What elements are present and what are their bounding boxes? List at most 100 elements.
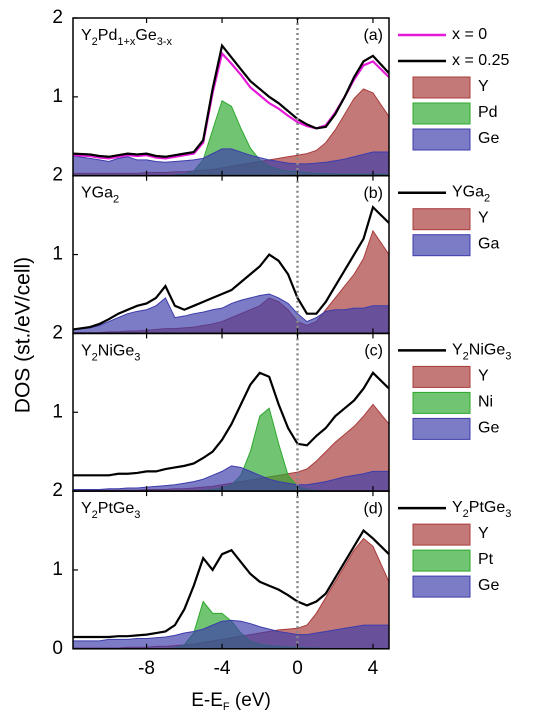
x-axis-label-part: E-E	[191, 690, 223, 711]
y-axis-label: DOS (st./eV/cell)	[12, 257, 35, 413]
legend-label: Y	[478, 210, 489, 227]
legend-swatch	[412, 365, 471, 388]
compound-label-part: 2	[113, 194, 119, 206]
y-tick-label: 2	[52, 165, 63, 186]
legend-label-part: Y	[478, 368, 489, 385]
area	[73, 148, 389, 176]
legend-label-part: 2	[463, 350, 469, 362]
y-tick-label: 2	[52, 322, 63, 343]
legend-label: Ni	[478, 394, 493, 411]
legend-label: Ge	[478, 130, 499, 147]
x-axis-label: E-EF (eV)	[191, 690, 271, 713]
legend-swatch	[412, 128, 471, 151]
legend-label: Ge	[478, 420, 499, 437]
legend-label-part: 3	[505, 350, 511, 362]
legend-label-part: Pt	[478, 551, 494, 568]
compound-label-part: 3	[134, 351, 140, 363]
legend-label-part: x = 0.25	[452, 52, 509, 69]
compound-label-part: 2	[92, 351, 98, 363]
plot-area	[73, 528, 389, 649]
line	[73, 371, 389, 477]
legend-label-part: Ge	[478, 130, 499, 147]
y-tick-label: 2	[52, 7, 63, 28]
panel-tag: (a)	[363, 27, 383, 44]
legend-swatch	[412, 208, 471, 231]
compound-label-part: 3-x	[157, 36, 173, 48]
legend-label: Y	[478, 78, 489, 95]
legend-swatch	[412, 76, 471, 99]
compound-label-part: YGa	[81, 185, 113, 202]
legend-label: Pt	[478, 551, 494, 568]
legend-swatch	[412, 549, 471, 572]
compound-label-part: 3	[134, 509, 140, 521]
y-tick-label: 1	[52, 401, 63, 422]
compound-label: Y2NiGe3	[81, 343, 140, 364]
y-tick-label: 0	[52, 638, 63, 659]
legend-label-part: 3	[505, 508, 511, 520]
line	[73, 528, 389, 639]
y-tick-label: 1	[52, 559, 63, 580]
plot-area	[73, 205, 389, 334]
legend-label: x = 0	[452, 26, 487, 43]
compound-label-part: NiGe	[98, 343, 135, 360]
legend-label-part: Pd	[478, 104, 498, 121]
legend-label-part: Y	[478, 525, 489, 542]
legend-label-part: YGa	[452, 184, 484, 201]
panel-tag: (c)	[364, 343, 383, 360]
x-tick-label: -4	[214, 658, 231, 679]
legend-label-part: Ge	[478, 577, 499, 594]
compound-label-part: Y	[81, 500, 92, 517]
legend-label: YGa2	[452, 184, 490, 205]
legend-label-part: 2	[463, 508, 469, 520]
compound-label-part: PtGe	[98, 500, 135, 517]
legend-swatch	[412, 102, 471, 125]
legend-label-part: 2	[484, 193, 490, 205]
x-tick-label: 0	[292, 658, 303, 679]
legend-swatch	[412, 391, 471, 414]
area	[73, 465, 389, 492]
compound-label-part: 2	[92, 36, 98, 48]
compound-label-part: Y	[81, 343, 92, 360]
x-tick-label: -8	[138, 658, 155, 679]
x-axis-label-part: (eV)	[230, 690, 271, 711]
compound-label: Y2Pd1+xGe3-x	[81, 27, 173, 48]
legend-swatch	[412, 523, 471, 546]
y-tick-label: 1	[52, 86, 63, 107]
line	[73, 205, 389, 331]
legend-label-part: Y	[452, 499, 463, 516]
legend-swatch	[412, 575, 471, 598]
legend-label-part: NiGe	[469, 342, 506, 359]
plot-area	[73, 43, 389, 176]
legend-swatch	[412, 417, 471, 440]
legend-label-part: PtGe	[469, 499, 506, 516]
area	[73, 293, 389, 334]
legend-label: Y2NiGe3	[452, 342, 511, 363]
legend-label: Y	[478, 368, 489, 385]
legend-label-part: Y	[478, 210, 489, 227]
compound-label-part: Y	[81, 27, 92, 44]
compound-label: Y2PtGe3	[81, 500, 140, 521]
x-axis-label-part: F	[223, 701, 230, 713]
legend-label-part: Y	[452, 342, 463, 359]
y-tick-label: 2	[52, 480, 63, 501]
compound-label: YGa2	[81, 185, 119, 206]
legend-label: Ge	[478, 577, 499, 594]
plot-area	[73, 371, 389, 492]
area	[73, 619, 389, 649]
compound-label-part: 2	[92, 509, 98, 521]
panel-tag: (d)	[363, 500, 383, 517]
compound-label-part: Ge	[135, 27, 156, 44]
panel-tag: (b)	[363, 185, 383, 202]
legend-label-part: Y	[478, 78, 489, 95]
legend-label-part: x = 0	[452, 26, 487, 43]
legend-label-part: Ga	[478, 236, 499, 253]
compound-label-part: Pd	[98, 27, 118, 44]
legend-label: Y	[478, 525, 489, 542]
y-tick-label: 1	[52, 244, 63, 265]
x-tick-label: 4	[368, 658, 379, 679]
legend-label-part: Ge	[478, 420, 499, 437]
legend-label: Ga	[478, 236, 499, 253]
legend-label: x = 0.25	[452, 52, 509, 69]
legend-swatch	[412, 234, 471, 257]
